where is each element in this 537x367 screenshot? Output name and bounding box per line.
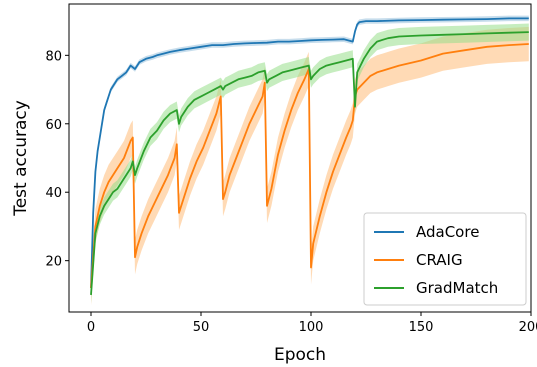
y-tick-label: 40 — [45, 186, 62, 201]
x-tick-label: 50 — [193, 320, 210, 335]
legend-label-craig: CRAIG — [416, 251, 463, 269]
x-tick-label: 150 — [409, 320, 434, 335]
plot-area-frame — [68, 3, 532, 313]
legend: AdaCore CRAIG GradMatch — [363, 212, 527, 306]
x-tick-label: 200 — [519, 320, 537, 335]
x-tick-label: 100 — [299, 320, 324, 335]
y-tick-label: 60 — [45, 118, 62, 133]
series-line-gradmatch — [90, 31, 529, 295]
band-gradmatch — [91, 23, 529, 304]
legend-box — [363, 212, 527, 306]
y-axis-ticks: 20 40 60 80 — [45, 49, 69, 270]
x-tick-label: 0 — [87, 320, 95, 335]
y-tick-label: 20 — [45, 255, 62, 270]
series-line-adacore — [90, 17, 529, 289]
x-axis-title: Epoch — [274, 345, 326, 365]
series-lines — [90, 17, 529, 295]
legend-label-gradmatch: GradMatch — [416, 279, 498, 297]
y-tick-label: 80 — [45, 49, 62, 64]
x-axis-ticks: 0 50 100 150 200 — [87, 312, 537, 335]
y-axis-title: Test accuracy — [11, 100, 31, 217]
legend-label-adacore: AdaCore — [416, 223, 479, 241]
series-line-craig — [90, 43, 529, 289]
